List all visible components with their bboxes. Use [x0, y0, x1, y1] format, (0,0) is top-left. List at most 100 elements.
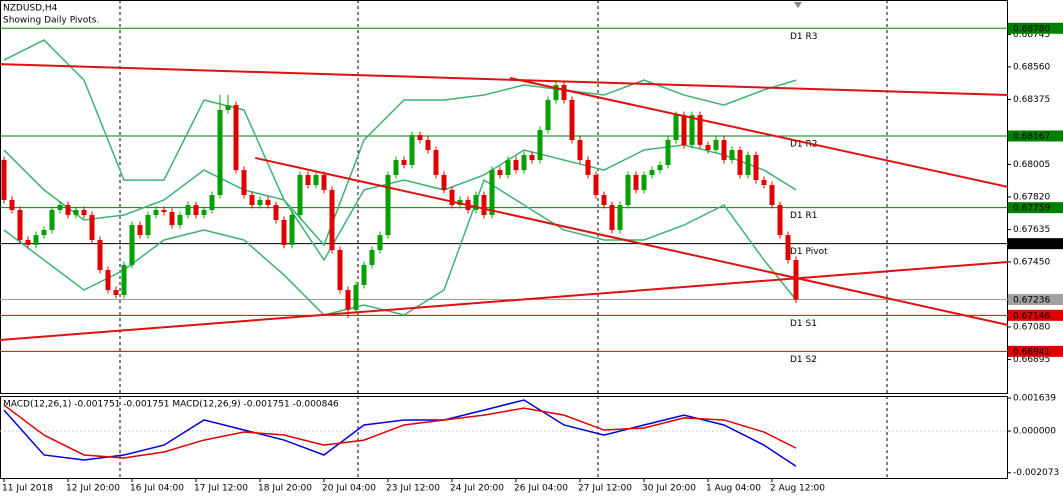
candle-body	[577, 140, 583, 161]
candle-body	[17, 209, 23, 240]
candle-body	[569, 99, 575, 141]
x-tick-label: 2 Aug 12:00	[770, 484, 825, 494]
candle-body	[417, 135, 423, 141]
pivot-tag	[1008, 202, 1063, 214]
y-tick-label: 0.68005	[1013, 160, 1050, 170]
candle-body	[225, 105, 231, 110]
x-tick-label: 20 Jul 04:00	[322, 484, 376, 494]
candle-body	[337, 249, 343, 291]
chart-title: NZDUSD,H4	[3, 4, 58, 14]
pivot-name: D1 S1	[790, 319, 817, 329]
candle-body	[385, 174, 391, 236]
pivot-tag	[1008, 22, 1063, 34]
candle-body	[305, 174, 311, 185]
candle-body	[425, 140, 431, 151]
candle-body	[177, 215, 183, 226]
candle-body	[489, 170, 495, 216]
candle-body	[705, 144, 711, 151]
candle-body	[353, 284, 359, 310]
candle-body	[713, 140, 719, 151]
candle-body	[561, 85, 567, 100]
candle-body	[249, 195, 255, 206]
pivot-tag-label: 0.67146	[1013, 311, 1050, 321]
y-tick-label: 0.68375	[1013, 95, 1050, 105]
candle-body	[401, 160, 407, 165]
pivot-name: D1 S2	[790, 355, 817, 365]
y-tick-label: 0.66895	[1013, 355, 1050, 365]
candle-body	[113, 290, 119, 295]
y-tick-label: 0.67450	[1013, 257, 1050, 267]
candle-body	[609, 205, 615, 230]
pivot-tag-label: 0.67759	[1013, 204, 1050, 214]
candle-body	[201, 209, 207, 216]
candle-body	[57, 205, 63, 210]
candle-body	[673, 115, 679, 141]
x-tick-label: 17 Jul 12:00	[194, 484, 248, 494]
candle-body	[161, 209, 167, 213]
candle-body	[329, 189, 335, 250]
candle-body	[377, 235, 383, 250]
candle-body	[505, 160, 511, 175]
y-tick-label: 0.001639	[1013, 394, 1056, 404]
candle-body	[545, 99, 551, 131]
candle-body	[313, 174, 319, 185]
x-tick-label: 18 Jul 20:00	[258, 484, 312, 494]
pivot-tag	[1008, 130, 1063, 142]
candle-body	[721, 140, 727, 161]
pivot-tag	[1008, 309, 1063, 321]
candle-body	[281, 219, 287, 245]
candle-body	[345, 290, 351, 310]
candle-body	[1, 160, 7, 200]
candle-body	[761, 180, 767, 185]
candle-body	[289, 215, 295, 245]
candle-body	[193, 205, 199, 216]
candle-body	[657, 164, 663, 171]
candle-body	[137, 225, 143, 236]
x-tick-label: 26 Jul 04:00	[514, 484, 568, 494]
pivot-name: D1 Pivot	[790, 247, 828, 257]
candle-body	[729, 150, 735, 161]
candle-body	[449, 189, 455, 206]
candle-body	[689, 115, 695, 145]
candle-body	[185, 205, 191, 216]
candle-body	[433, 150, 439, 175]
candle-body	[441, 174, 447, 190]
candle-body	[273, 205, 279, 220]
candle-body	[585, 160, 591, 175]
candle-body	[33, 235, 39, 245]
candle-body	[593, 174, 599, 196]
candle-body	[521, 154, 527, 171]
pivot-name: D1 R3	[790, 32, 818, 42]
bollinger-lower	[3, 178, 797, 316]
candle-body	[73, 209, 79, 216]
x-tick-label: 23 Jul 12:00	[386, 484, 440, 494]
candle-body	[537, 130, 543, 161]
candle-body	[49, 209, 55, 230]
candle-body	[649, 170, 655, 175]
candle-body	[89, 215, 95, 240]
candle-body	[265, 199, 271, 206]
candle-body	[793, 260, 799, 300]
pivot-tag	[1008, 345, 1063, 357]
x-tick-label: 27 Jul 12:00	[578, 484, 632, 494]
y-tick-label: 0.000000	[1013, 427, 1056, 437]
candle-body	[241, 170, 247, 196]
bollinger-upper	[3, 39, 797, 247]
candle-body	[145, 215, 151, 236]
pivot-name: D1 R2	[790, 139, 818, 149]
x-tick-label: 30 Jul 20:00	[642, 484, 696, 494]
candle-body	[153, 209, 159, 216]
candle-body	[529, 154, 535, 161]
pivot-tag-label: 0.68780	[1013, 24, 1050, 34]
candle-body	[257, 199, 263, 206]
x-tick-label: 1 Aug 04:00	[706, 484, 761, 494]
x-tick-label: 11 Jul 2018	[2, 484, 53, 494]
pivot-name: D1 R1	[790, 211, 818, 221]
candle-body	[777, 205, 783, 236]
candle-body	[65, 205, 71, 216]
candle-body	[513, 160, 519, 171]
candle-body	[369, 249, 375, 265]
candle-body	[41, 229, 47, 236]
